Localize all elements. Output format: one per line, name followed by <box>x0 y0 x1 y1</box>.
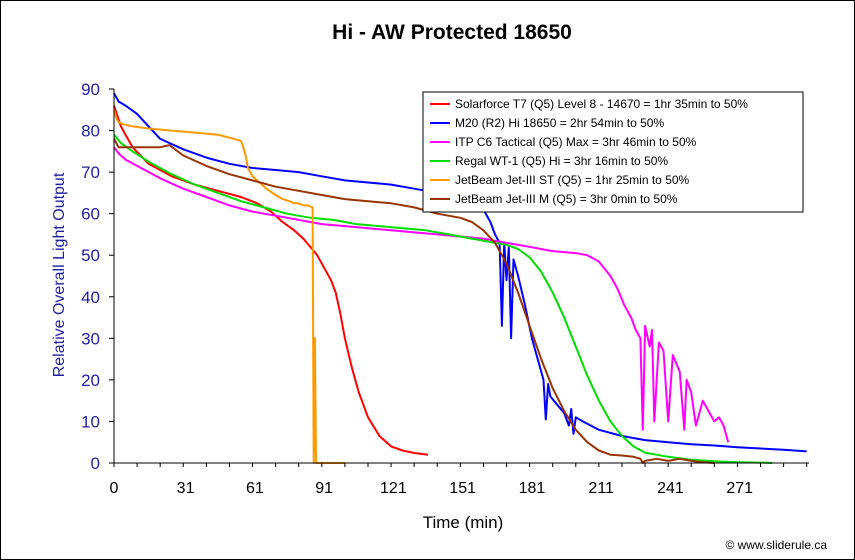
series-line-1 <box>113 105 429 456</box>
legend-entry-5: JetBeam Jet-III ST (Q5) = 1hr 25min to 5… <box>455 173 690 187</box>
legend-entry-4: Regal WT-1 (Q5) Hi = 3hr 16min to 50% <box>455 154 668 168</box>
legend-entry-6: JetBeam Jet-III M (Q5) = 3hr 0min to 50% <box>455 192 678 206</box>
y-tick-label: 20 <box>81 371 100 390</box>
y-tick-label: 30 <box>81 329 100 348</box>
x-tick-label: 181 <box>519 480 546 497</box>
chart-title: Hi - AW Protected 18650 <box>332 21 572 44</box>
y-tick-label: 70 <box>81 163 100 182</box>
x-tick-label: 0 <box>110 480 119 497</box>
x-axis-title: Time (min) <box>423 513 504 532</box>
x-tick-label: 61 <box>246 480 264 497</box>
series-line-4 <box>113 134 773 464</box>
x-tick-label: 31 <box>177 480 195 497</box>
legend: Solarforce T7 (Q5) Level 8 - 14670 = 1hr… <box>422 91 804 213</box>
plot-area <box>113 92 807 464</box>
y-tick-label: 50 <box>81 246 100 265</box>
x-tick-label: 271 <box>726 480 753 497</box>
x-tick-label: 241 <box>657 480 684 497</box>
series-line-3 <box>113 146 730 443</box>
x-tick-label: 121 <box>380 480 407 497</box>
legend-box <box>422 91 804 213</box>
y-tick-label: 60 <box>81 205 100 224</box>
x-tick-label: 211 <box>588 480 614 497</box>
y-axis-title: Relative Overall Light Output <box>51 172 68 377</box>
y-tick-label: 40 <box>81 288 100 307</box>
series-line-2 <box>113 92 807 453</box>
axes: 0 10 20 30 40 50 60 70 80 90 0 31 61 91 121 151 181 211 24… <box>81 80 809 497</box>
series-line-6 <box>113 138 715 464</box>
y-tick-label: 80 <box>81 122 100 141</box>
legend-entry-3: ITP C6 Tactical (Q5) Max = 3hr 46min to … <box>455 135 697 149</box>
legend-entry-1: Solarforce T7 (Q5) Level 8 - 14670 = 1hr… <box>455 97 748 111</box>
credit-text: © www.sliderule.ca <box>725 538 827 552</box>
x-tick-label: 91 <box>315 480 333 497</box>
y-tick-label: 0 <box>91 454 100 473</box>
legend-entry-2: M20 (R2) Hi 18650 = 2hr 54min to 50% <box>455 116 664 130</box>
y-tick-label: 10 <box>81 412 100 431</box>
x-tick-label: 151 <box>449 480 476 497</box>
y-tick-label: 90 <box>81 80 100 99</box>
